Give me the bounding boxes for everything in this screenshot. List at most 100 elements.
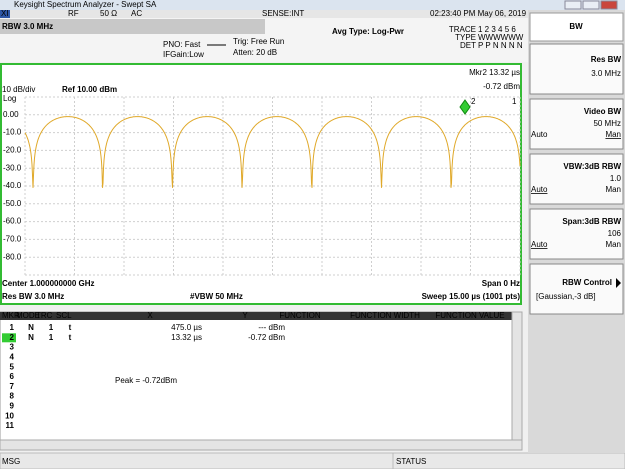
mode-icon (0, 10, 10, 18)
table-cell: t (69, 333, 72, 342)
footer-bar (0, 452, 625, 469)
rbw-box (0, 19, 265, 34)
rf-label: RF (68, 9, 79, 18)
table-cell: N (28, 323, 34, 332)
button-man: Man (605, 185, 621, 194)
button-value: 1.0 (610, 174, 622, 183)
trace (24, 116, 521, 188)
atten-label: Atten: 20 dB (233, 48, 277, 57)
h-scrollbar[interactable] (0, 439, 523, 451)
table-area (0, 311, 523, 441)
table-cell: 1 (49, 333, 54, 342)
button-auto: Auto (531, 130, 548, 139)
res-bw-label: Res BW 3.0 MHz (2, 292, 64, 301)
window-button[interactable] (582, 0, 600, 10)
scale-label: 10 dB/div (2, 85, 35, 94)
menu-button[interactable] (529, 208, 624, 260)
table-header-cell: MKR (2, 311, 20, 320)
table-header-cell: FUNCTION (279, 311, 321, 320)
avg-type-label: Avg Type: Log-Pwr (332, 27, 404, 36)
menu-button[interactable] (529, 43, 624, 95)
table-header-cell: MODE (16, 311, 40, 320)
status-label: STATUS (396, 457, 426, 466)
y-axis-label: -20.0 (3, 146, 22, 155)
y-axis-label: -60.0 (3, 217, 22, 226)
impedance-label: 50 Ω (100, 9, 117, 18)
button-value: [Gaussian,-3 dB] (536, 292, 596, 301)
table-cell: 1 (10, 323, 15, 332)
trace-value: 1 2 3 4 5 6 (478, 25, 516, 34)
button-label: Res BW (591, 55, 622, 64)
y-axis-label: -50.0 (3, 199, 22, 208)
table-cell: 3 (10, 343, 15, 352)
button-value: 50 MHz (593, 119, 621, 128)
title-bar (0, 0, 625, 10)
y-axis-label: -80.0 (3, 252, 22, 261)
window-button[interactable] (600, 0, 618, 10)
log-label: Log (3, 94, 16, 103)
table-cell: -0.72 dBm (248, 333, 285, 342)
table-header-cell: X (147, 311, 153, 320)
vbw-label: #VBW 50 MHz (190, 292, 243, 301)
table-cell: 6 (10, 372, 15, 381)
y-axis-label: 0.00 (3, 110, 19, 119)
table-header (0, 312, 512, 320)
button-man: Man (605, 240, 621, 249)
table-cell: --- dBm (258, 323, 285, 332)
rbw-label: RBW 3.0 MHz (2, 22, 53, 31)
table-cell: N (28, 333, 34, 342)
table-cell: 11 (6, 421, 15, 430)
table-header-cell: FUNCTION VALUE (435, 311, 504, 320)
button-value: 106 (608, 229, 622, 238)
marker-tag: 1 (512, 97, 517, 106)
status-row (0, 10, 528, 18)
type-value: WWWWWW (478, 33, 524, 42)
table-cell: 1 (49, 323, 54, 332)
marker-value: -0.72 dBm (483, 82, 520, 91)
submenu-arrow (616, 278, 621, 288)
y-axis-label: -40.0 (3, 181, 22, 190)
button-auto: Auto (531, 240, 548, 249)
window-title: Keysight Spectrum Analyzer - Swept SA (14, 0, 157, 9)
sense-label: SENSE:INT (262, 9, 304, 18)
center-label: Center 1.000000000 GHz (2, 279, 95, 288)
pno-label: PNO: Fast (163, 40, 201, 49)
table-header-cell: SCL (56, 311, 72, 320)
det-value: P P N N N N (478, 41, 523, 50)
marker-diamond (459, 99, 471, 115)
menu-button[interactable] (529, 263, 624, 315)
marker-readout: Mkr2 13.32 µs (469, 68, 520, 77)
trace-label: TRACE (449, 25, 476, 34)
table-cell: 13.32 µs (171, 333, 202, 342)
y-axis-label: -30.0 (3, 163, 22, 172)
mode-label: XI (1, 9, 9, 18)
table-cell: 9 (10, 402, 15, 411)
menu-button[interactable] (529, 153, 624, 205)
table-cell: 8 (10, 392, 15, 401)
table-header-cell: TRC (36, 311, 53, 320)
marker-tag: 2 (471, 97, 476, 106)
table-cell: t (69, 323, 72, 332)
button-value: 3.0 MHz (591, 69, 621, 78)
annotation: Peak = -0.72dBm (115, 376, 177, 385)
button-label: Span:3dB RBW (562, 217, 621, 226)
menu-title: BW (569, 22, 583, 31)
trig-label: Trig: Free Run (233, 37, 284, 46)
button-man: Man (605, 130, 621, 139)
ref-label: Ref 10.00 dBm (62, 85, 117, 94)
window-button[interactable] (564, 0, 582, 10)
menu-title-box (529, 12, 624, 42)
graph-frame (0, 63, 522, 305)
table-scrollbar[interactable] (511, 311, 523, 441)
button-label: RBW Control (562, 278, 612, 287)
span-label: Span 0 Hz (482, 279, 520, 288)
type-label: TYPE (455, 33, 476, 42)
table-cell: 4 (10, 353, 15, 362)
ifgain-label: IFGain:Low (163, 50, 204, 59)
button-auto: Auto (531, 185, 548, 194)
menu-button[interactable] (529, 98, 624, 150)
table-cell: 10 (5, 411, 14, 420)
sweep-label: Sweep 15.00 µs (1001 pts) (422, 292, 521, 301)
table-cell: 475.0 µs (171, 323, 202, 332)
